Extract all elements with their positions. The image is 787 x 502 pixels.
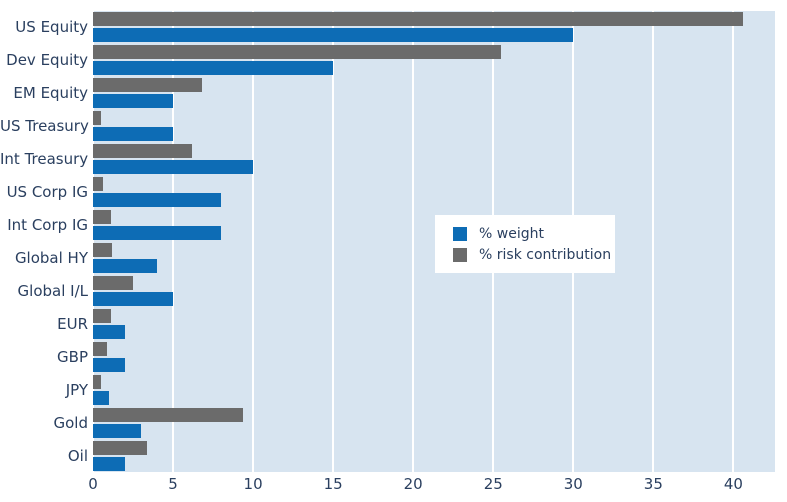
legend-item-risk-contribution[interactable]: % risk contribution [445,244,612,265]
category-label-int-corp-ig: Int Corp IG [7,216,88,235]
weight-bar-us-equity [93,28,574,43]
weight-bar-int-treasury [93,160,254,175]
gridline-x-35 [652,11,655,472]
gridline-x-5 [172,11,175,472]
weight-bar-int-corp-ig [93,226,222,241]
risk-bar-em-equity [93,78,202,93]
category-label-int-treasury: Int Treasury [0,150,89,169]
weight-bar-gbp [93,357,126,372]
plot-area [92,11,775,472]
risk-bar-int-corp-ig [93,210,111,225]
category-label-global-hy: Global HY [14,248,88,267]
x-tick-label-15: 15 [323,475,343,493]
weight-bar-us-treasury [93,127,174,142]
weight-bar-us-corp-ig [93,193,222,208]
weight-bar-oil [93,456,126,471]
x-tick-label-25: 25 [483,475,503,493]
risk-bar-oil [93,440,148,455]
risk-bar-int-treasury [93,144,193,159]
category-label-em-equity: EM Equity [13,84,88,103]
x-tick-label-10: 10 [243,475,263,493]
gridline-x-15 [332,11,335,472]
gridline-x-0 [92,11,94,472]
category-label-oil: Oil [67,446,88,465]
legend-label-weight: % weight [479,225,544,242]
category-label-gbp: GBP [57,347,88,366]
gridline-x-10 [252,11,255,472]
gridline-x-40 [732,11,735,472]
gridline-x-20 [412,11,415,472]
category-label-eur: EUR [57,314,88,333]
category-label-us-treasury: US Treasury [0,117,89,136]
risk-bar-eur [93,308,111,323]
category-label-us-equity: US Equity [15,18,88,37]
x-tick-label-40: 40 [723,475,743,493]
weight-bar-em-equity [93,94,174,109]
weight-bar-dev-equity [93,61,334,76]
legend-swatch-weight-icon [453,226,467,241]
x-tick-label-30: 30 [563,475,583,493]
category-label-jpy: JPY [65,380,88,399]
category-label-us-corp-ig: US Corp IG [6,183,88,202]
risk-bar-global-hy [93,242,113,257]
x-tick-label-20: 20 [403,475,423,493]
risk-bar-gbp [93,341,108,356]
weight-bar-jpy [93,390,109,405]
weight-bar-gold [93,423,142,438]
risk-bar-gold [93,407,244,422]
legend-swatch-risk-contribution-icon [453,247,467,262]
risk-bar-dev-equity [93,45,502,60]
legend-label-risk-contribution: % risk contribution [479,246,612,263]
risk-bar-us-treasury [93,111,101,126]
weight-bar-global-hy [93,258,158,273]
legend-item-weight[interactable]: % weight [445,223,609,244]
x-tick-label-5: 5 [168,475,178,493]
risk-bar-us-corp-ig [93,177,103,192]
category-label-global-i-l: Global I/L [17,281,88,300]
risk-bar-us-equity [93,12,743,27]
category-label-gold: Gold [53,413,89,432]
x-tick-label-0: 0 [88,475,98,493]
legend: % weight % risk contribution [435,215,615,273]
weight-bar-global-i-l [93,291,174,306]
risk-bar-jpy [93,374,101,389]
risk-bar-global-i-l [93,275,134,290]
weight-bar-eur [93,324,126,339]
category-label-dev-equity: Dev Equity [6,51,88,70]
x-tick-label-35: 35 [643,475,663,493]
